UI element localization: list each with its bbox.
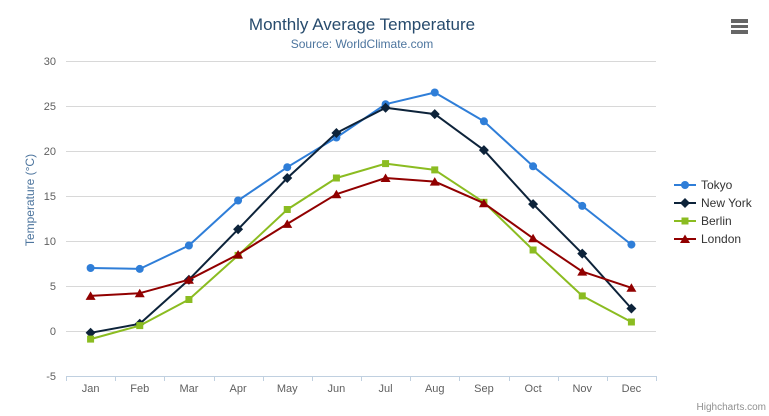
legend-item-berlin[interactable]: Berlin <box>674 212 752 230</box>
y-axis-tick-label: 10 <box>44 236 56 248</box>
data-point-london[interactable] <box>85 291 96 300</box>
circle-legend-icon <box>674 181 696 189</box>
series-tokyo <box>86 88 636 273</box>
y-axis-tick-label: 5 <box>50 281 56 293</box>
data-point-berlin[interactable] <box>627 318 635 326</box>
series-line-tokyo[interactable] <box>89 91 633 270</box>
data-point-new-york[interactable] <box>577 248 588 259</box>
legend-symbol <box>680 198 690 208</box>
data-point-london[interactable] <box>478 198 489 208</box>
data-point-berlin[interactable] <box>529 246 537 254</box>
data-point-london[interactable] <box>380 173 391 183</box>
data-point-new-york[interactable] <box>85 327 96 338</box>
data-point-tokyo[interactable] <box>283 163 292 172</box>
data-point-new-york[interactable] <box>429 109 440 120</box>
data-point-london[interactable] <box>282 219 293 228</box>
data-point-tokyo[interactable] <box>135 264 144 273</box>
data-point-berlin[interactable] <box>136 322 144 330</box>
data-point-new-york[interactable] <box>380 102 391 113</box>
y-axis-tick-label: 0 <box>50 326 56 338</box>
x-axis-tick-label: Nov <box>572 383 592 395</box>
x-axis-tick-label: Dec <box>622 383 642 395</box>
data-point-new-york[interactable] <box>528 199 539 210</box>
data-point-london[interactable] <box>233 250 244 259</box>
y-axis-tick-label: 20 <box>44 146 56 158</box>
data-point-tokyo[interactable] <box>479 117 488 126</box>
data-point-berlin[interactable] <box>283 206 291 213</box>
data-point-tokyo[interactable] <box>578 201 587 210</box>
data-point-tokyo[interactable] <box>430 88 439 97</box>
y-axis-tick-label: 30 <box>44 56 56 68</box>
data-point-london[interactable] <box>183 275 194 284</box>
triangle-legend-icon <box>674 234 696 243</box>
data-point-tokyo[interactable] <box>86 264 95 272</box>
data-point-berlin[interactable] <box>332 174 340 182</box>
x-axis-tick-label: Mar <box>179 383 198 395</box>
legend-symbol <box>681 217 689 225</box>
legend-symbol <box>680 234 690 243</box>
legend-label: New York <box>701 196 752 210</box>
legend-label: London <box>701 232 742 246</box>
x-axis-tick-label: Jun <box>328 383 346 395</box>
data-point-london[interactable] <box>626 283 637 292</box>
data-point-tokyo[interactable] <box>234 196 243 205</box>
export-menu-button[interactable] <box>731 19 748 34</box>
legend-item-london[interactable]: London <box>674 230 752 248</box>
x-axis-tick-label: Oct <box>525 383 542 395</box>
x-axis-tick-label: Apr <box>230 383 247 395</box>
series-new-york <box>85 102 637 338</box>
x-axis-tick-label: Aug <box>425 383 445 395</box>
series-line-london[interactable] <box>89 177 633 297</box>
data-point-london[interactable] <box>331 189 342 199</box>
data-point-tokyo[interactable] <box>627 240 636 249</box>
data-point-new-york[interactable] <box>626 303 637 314</box>
legend-label: Berlin <box>701 214 732 228</box>
x-axis-tick-label: Jul <box>379 383 393 395</box>
data-point-berlin[interactable] <box>185 296 193 303</box>
data-point-new-york[interactable] <box>331 128 342 138</box>
data-point-london[interactable] <box>577 267 588 276</box>
chart-title: Monthly Average Temperature <box>248 15 476 34</box>
data-point-london[interactable] <box>528 233 539 243</box>
x-axis-tick-label: Sep <box>474 383 494 395</box>
x-axis-tick-label: Feb <box>130 383 149 395</box>
diamond-legend-icon <box>674 198 696 208</box>
y-axis-tick-label: 25 <box>44 101 56 113</box>
y-axis-tick-label: 15 <box>44 191 56 203</box>
series-london <box>85 173 637 300</box>
y-axis-tick-label: -5 <box>46 371 56 383</box>
legend-label: Tokyo <box>701 178 733 192</box>
data-point-berlin[interactable] <box>382 160 390 168</box>
x-axis-tick-label: May <box>277 383 298 395</box>
data-point-new-york[interactable] <box>478 145 489 156</box>
x-axis-tick-label: Jan <box>82 383 100 395</box>
data-point-london[interactable] <box>134 288 145 298</box>
legend: Tokyo New York Berlin London <box>674 176 752 248</box>
data-point-tokyo[interactable] <box>184 241 193 250</box>
series-line-new-york[interactable] <box>89 106 633 334</box>
chart-subtitle: Source: WorldClimate.com <box>290 37 434 51</box>
credits-link[interactable]: Highcharts.com <box>696 402 766 413</box>
data-point-berlin[interactable] <box>578 292 586 300</box>
series-line-berlin[interactable] <box>89 162 633 341</box>
data-point-london[interactable] <box>429 177 440 186</box>
data-point-tokyo[interactable] <box>529 162 538 171</box>
square-legend-icon <box>674 217 696 225</box>
data-point-berlin[interactable] <box>87 335 95 343</box>
data-point-new-york[interactable] <box>233 224 244 235</box>
legend-symbol <box>681 181 689 189</box>
legend-item-tokyo[interactable]: Tokyo <box>674 176 752 194</box>
legend-item-new-york[interactable]: New York <box>674 194 752 212</box>
y-axis-title: Temperature (°C) <box>23 153 37 247</box>
data-point-berlin[interactable] <box>431 166 439 174</box>
data-point-new-york[interactable] <box>282 173 293 183</box>
